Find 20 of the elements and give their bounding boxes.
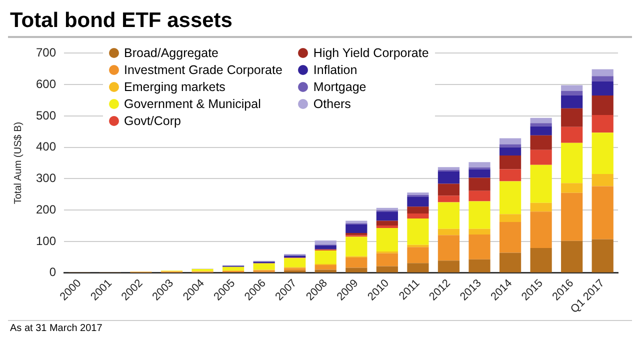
y-tick-label: 100: [36, 234, 56, 248]
legend-label: Inflation: [313, 62, 358, 76]
legend-label: Mortgage: [313, 80, 366, 94]
chart-title: Total bond ETF assets: [9, 8, 234, 34]
y-axis-title: Total Aum (US$ B): [12, 122, 24, 204]
y-tick-label: 200: [36, 202, 56, 216]
legend-label: High Yield Corporate: [313, 46, 429, 60]
legend-label: Others: [313, 96, 351, 110]
y-tick-label: 500: [36, 108, 56, 122]
y-tick-label: 700: [36, 46, 56, 60]
y-tick-label: 600: [36, 76, 56, 91]
legend-label: Government & Municipal: [124, 96, 261, 110]
legend-label: Emerging markets: [124, 80, 226, 94]
y-tick-label: 300: [36, 171, 56, 186]
y-tick-label: 0: [49, 265, 56, 280]
legend-label: Investment Grade Corporate: [124, 62, 282, 76]
legend-label: Govt/Corp: [124, 114, 181, 128]
text: As at 31 March 2017: [10, 323, 102, 334]
legend-label: Broad/Aggregate: [124, 46, 219, 60]
y-tick-label: 400: [36, 140, 56, 154]
